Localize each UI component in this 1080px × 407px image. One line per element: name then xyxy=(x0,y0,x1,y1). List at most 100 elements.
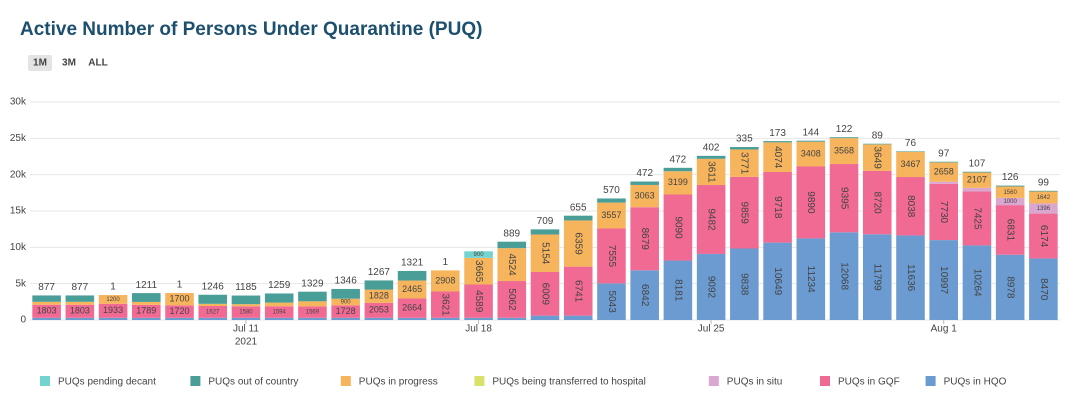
bar-segment xyxy=(265,318,294,320)
data-label: 3649 xyxy=(872,147,883,170)
bar-segment xyxy=(863,144,892,145)
data-label: 3568 xyxy=(834,145,854,155)
data-label: 126 xyxy=(1002,172,1019,183)
legend-swatch xyxy=(190,376,200,386)
bar-segment xyxy=(232,296,261,305)
data-label: 8181 xyxy=(672,279,683,302)
data-label: 8470 xyxy=(1038,278,1049,301)
data-label: 3665 xyxy=(473,260,484,283)
bar-segment xyxy=(331,289,360,299)
data-label: 1642 xyxy=(1037,195,1051,201)
data-label: 12068 xyxy=(838,262,849,290)
bar-segment xyxy=(198,304,227,306)
y-tick-label: 15k xyxy=(10,206,27,217)
bar-segment xyxy=(763,141,792,142)
data-label: 3611 xyxy=(705,161,716,183)
data-label: 1329 xyxy=(301,278,324,289)
data-label: 1200 xyxy=(106,297,120,303)
data-label: 1185 xyxy=(235,282,257,293)
bar-segment xyxy=(929,162,958,163)
bar-segment xyxy=(497,242,526,248)
y-tick-label: 0 xyxy=(20,315,26,326)
data-label: 7730 xyxy=(938,201,949,224)
data-label: 335 xyxy=(736,134,753,145)
bar-segment xyxy=(664,168,693,171)
data-label: 5062 xyxy=(506,288,517,311)
bar-segment xyxy=(730,147,759,149)
data-label: 3467 xyxy=(900,159,920,169)
legend-label: PUQs in situ xyxy=(727,377,783,388)
data-label: 709 xyxy=(537,216,554,227)
data-label: 9718 xyxy=(772,196,783,219)
data-label: 889 xyxy=(503,228,520,239)
bar-segment xyxy=(963,172,992,173)
data-label: 1803 xyxy=(37,306,57,316)
data-label: 900 xyxy=(474,252,485,258)
bar-segment xyxy=(265,293,294,302)
bar-segment xyxy=(298,301,327,306)
data-label: 1267 xyxy=(368,267,391,278)
x-tick-label: Aug 1 xyxy=(931,324,958,335)
legend-swatch xyxy=(474,376,484,386)
data-label: 877 xyxy=(38,282,55,293)
data-label: 122 xyxy=(836,124,853,135)
data-label: 2908 xyxy=(435,275,455,285)
data-label: 11636 xyxy=(905,264,916,292)
data-label: 6842 xyxy=(639,284,650,307)
legend-label: PUQs being transferred to hospital xyxy=(492,377,645,388)
data-label: 1560 xyxy=(1003,190,1017,196)
bar-segment xyxy=(132,302,161,305)
bar-segment xyxy=(597,198,626,202)
range-button-label[interactable]: ALL xyxy=(88,58,107,69)
data-label: 8038 xyxy=(905,195,916,218)
bar-segment xyxy=(1029,191,1058,192)
bar-segment xyxy=(232,304,261,306)
range-button-label[interactable]: 1M xyxy=(33,58,47,69)
bar-segment xyxy=(963,188,992,192)
data-label: 76 xyxy=(905,138,917,149)
bar-segment xyxy=(497,318,526,320)
data-label: 7425 xyxy=(971,207,982,230)
data-label: 9838 xyxy=(739,273,750,296)
bar-segment xyxy=(365,318,394,320)
legend-swatch xyxy=(820,376,830,386)
data-label: 1803 xyxy=(70,306,90,316)
data-label: 11234 xyxy=(805,266,816,294)
data-label: 472 xyxy=(670,154,687,165)
chart-title: Active Number of Persons Under Quarantin… xyxy=(20,19,482,40)
data-label: 1246 xyxy=(202,281,225,292)
bar-segment xyxy=(66,295,95,301)
data-label: 1321 xyxy=(401,258,424,269)
bar-segment xyxy=(298,292,327,302)
data-label: 900 xyxy=(341,300,352,306)
range-selector: 1M 3M ALL xyxy=(28,55,108,71)
bar-segment xyxy=(398,318,427,320)
bar-segment xyxy=(531,229,560,234)
data-label: 1828 xyxy=(369,291,389,301)
x-year-label: 2021 xyxy=(235,337,258,348)
data-label: 1933 xyxy=(103,305,123,315)
data-label: 11799 xyxy=(872,264,883,292)
bar-segment xyxy=(398,271,427,281)
y-tick-label: 5k xyxy=(15,278,27,289)
data-label: 173 xyxy=(769,128,786,139)
data-label: 1728 xyxy=(336,306,356,316)
data-label: 472 xyxy=(636,168,653,179)
data-label: 4074 xyxy=(772,146,783,169)
data-label: 1789 xyxy=(136,306,156,316)
range-button-label[interactable]: 3M xyxy=(62,58,76,69)
data-label: 2664 xyxy=(402,303,422,313)
bar-segment xyxy=(531,316,560,320)
legend-label: PUQs pending decant xyxy=(58,377,156,388)
bar-segment xyxy=(564,316,593,320)
bar-segment xyxy=(298,318,327,320)
data-label: 8978 xyxy=(1005,276,1016,299)
legend-label: PUQs in HQO xyxy=(944,377,1007,388)
data-label: 5043 xyxy=(606,291,617,314)
bar-segment xyxy=(198,318,227,320)
data-label: 5154 xyxy=(539,242,550,265)
bar-segment xyxy=(431,318,460,320)
bar-segment xyxy=(564,216,593,221)
data-label: 3771 xyxy=(739,152,750,175)
